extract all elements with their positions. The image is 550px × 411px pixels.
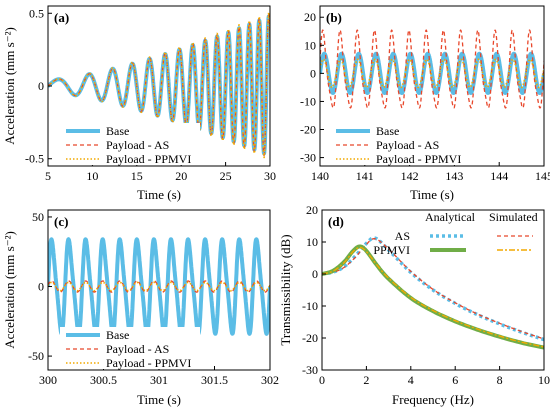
legend-label: Base — [106, 328, 129, 342]
panel-c-frame — [47, 209, 271, 371]
y-tick-label: -30 — [302, 363, 318, 377]
y-tick-label: -20 — [302, 331, 318, 345]
y-tick-label: 0 — [312, 267, 318, 281]
plot-area — [320, 29, 544, 109]
y-tick-label: -10 — [302, 299, 318, 313]
panel-a-ylabel: Acceleration (mm s⁻²) — [2, 27, 17, 145]
series-ppmvi-simulated — [322, 246, 544, 348]
legend-label: Base — [106, 124, 129, 138]
legend-label: Payload - PPMVI — [106, 356, 191, 370]
panel-c: (c) Time (s) Acceleration (mm s⁻²) 300 30… — [2, 209, 279, 407]
x-tick-label: 300 — [39, 373, 57, 387]
y-tick-label: 0 — [38, 79, 44, 93]
legend-header-analytical: Analytical — [425, 210, 476, 224]
x-tick-label: 302 — [261, 373, 279, 387]
series-payload-ppmvi — [320, 58, 544, 89]
series-as-analytical — [322, 236, 544, 342]
x-tick-label: 145 — [535, 169, 550, 183]
series-ppmvi-analytical — [322, 244, 544, 350]
x-tick-label: 10 — [538, 373, 550, 387]
panel-c-xlabel: Time (s) — [137, 392, 181, 407]
y-tick-label: -30 — [300, 151, 316, 165]
panel-d: (d) Frequency (Hz) Transmissibility (dB)… — [278, 203, 550, 407]
x-tick-label: 8 — [497, 373, 503, 387]
x-tick-label: 0 — [319, 373, 325, 387]
x-tick-label: 140 — [311, 169, 329, 183]
y-tick-label: 20 — [304, 10, 316, 24]
x-tick-label: 10 — [86, 169, 98, 183]
plot-area — [48, 237, 270, 336]
x-tick-label: 4 — [408, 373, 414, 387]
legend-header-simulated: Simulated — [489, 210, 538, 224]
y-tick-label: 0.5 — [29, 6, 44, 20]
x-tick-label: 144 — [490, 169, 508, 183]
y-tick-label: 50 — [32, 210, 44, 224]
y-tick-label: -0.5 — [25, 152, 44, 166]
panel-a-frame — [47, 5, 271, 167]
y-tick-label: 10 — [304, 38, 316, 52]
x-tick-label: 6 — [452, 373, 458, 387]
legend-label: Payload - AS — [106, 342, 169, 356]
panel-c-ylabel: Acceleration (mm s⁻²) — [2, 231, 17, 349]
legend-label: Payload - AS — [376, 138, 439, 152]
legend-label: Payload - AS — [106, 138, 169, 152]
panel-c-label: (c) — [54, 214, 68, 229]
panel-a: (a) Time (s) Acceleration (mm s⁻²) 5 10 15… — [2, 5, 276, 202]
panel-d-frame — [321, 209, 545, 371]
y-tick-label: 0 — [310, 66, 316, 80]
panel-b-xlabel: Time (s) — [410, 187, 454, 202]
panel-a-label: (a) — [54, 10, 69, 25]
x-tick-label: 301.5 — [201, 373, 228, 387]
x-tick-label: 25 — [220, 169, 232, 183]
plot-area — [322, 236, 544, 350]
panel-a-xlabel: Time (s) — [137, 187, 181, 202]
legend-label: Base — [376, 124, 399, 138]
panel-d-xlabel: Frequency (Hz) — [392, 392, 474, 407]
series-payload-ppmvi — [48, 281, 270, 292]
legend-row-label: AS — [395, 229, 410, 243]
legend-row-label: PPMVI — [373, 243, 410, 257]
x-tick-label: 20 — [175, 169, 187, 183]
panel-b: (b) Time (s) 140 141 142 143 144 145 -30 -20 -10… — [300, 5, 550, 202]
y-tick-label: 20 — [306, 203, 318, 217]
x-tick-label: 2 — [363, 373, 369, 387]
series-base — [320, 51, 544, 95]
y-tick-label: 0 — [38, 280, 44, 294]
y-tick-label: -50 — [28, 349, 44, 363]
plot-area — [48, 11, 270, 159]
x-tick-label: 141 — [356, 169, 374, 183]
x-tick-label: 5 — [45, 169, 51, 183]
panel-b-frame — [319, 5, 545, 167]
panel-d-label: (d) — [328, 214, 344, 229]
y-tick-label: 10 — [306, 235, 318, 249]
x-tick-label: 301 — [150, 373, 168, 387]
x-tick-label: 15 — [131, 169, 143, 183]
y-tick-label: -20 — [300, 123, 316, 137]
series-payload-ppmvi — [48, 11, 270, 159]
legend-label: Payload - PPMVI — [106, 152, 191, 166]
x-tick-label: 300.5 — [90, 373, 117, 387]
x-tick-label: 143 — [445, 169, 463, 183]
y-tick-label: -10 — [300, 94, 316, 108]
panel-d-ylabel: Transmissibility (dB) — [278, 234, 293, 345]
panel-b-label: (b) — [326, 10, 342, 25]
legend-label: Payload - PPMVI — [376, 152, 461, 166]
x-tick-label: 30 — [264, 169, 276, 183]
x-tick-label: 142 — [401, 169, 419, 183]
series-payload-as — [320, 29, 544, 109]
series-as-simulated — [322, 238, 544, 340]
series-payload-as — [48, 13, 270, 157]
